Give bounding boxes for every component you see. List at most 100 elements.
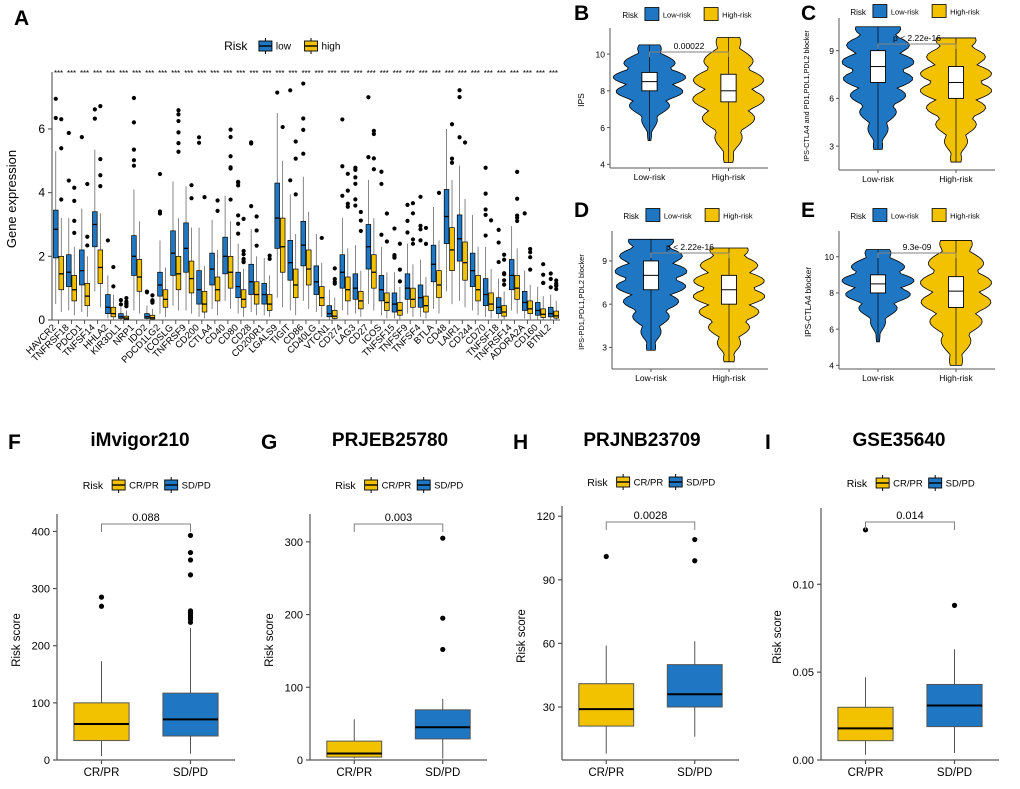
outlier-point bbox=[288, 178, 293, 183]
sig-star: * bbox=[135, 69, 138, 78]
outlier-point bbox=[85, 234, 90, 239]
legend-label: High-risk bbox=[950, 8, 980, 17]
gene-boxpair bbox=[482, 165, 494, 319]
sig-star: * bbox=[354, 69, 357, 78]
outlier-point bbox=[131, 163, 137, 168]
panel-h-label: H bbox=[513, 431, 529, 454]
sig-star: * bbox=[330, 69, 333, 78]
sig-star: * bbox=[236, 69, 239, 78]
outlier-point bbox=[423, 225, 429, 231]
sig-star: * bbox=[161, 69, 164, 78]
x-tick-label: Low-risk bbox=[635, 373, 667, 383]
panel-d-label: D bbox=[574, 199, 590, 222]
outlier-point bbox=[496, 227, 501, 232]
boxplot-cr-pr bbox=[578, 553, 635, 754]
y-tick-label: 300 bbox=[285, 537, 303, 549]
sig-star: * bbox=[409, 69, 412, 78]
y-axis-label: Risk score bbox=[772, 610, 784, 664]
outlier-point bbox=[249, 140, 254, 145]
outlier-point bbox=[340, 193, 345, 198]
outlier-point bbox=[515, 218, 520, 224]
outlier-point bbox=[440, 615, 446, 621]
legend-label: SD/PD bbox=[434, 481, 463, 492]
sig-star: * bbox=[497, 69, 500, 78]
outlier-point bbox=[951, 602, 958, 608]
y-axis-label: Risk score bbox=[11, 613, 23, 667]
sig-star: * bbox=[542, 69, 545, 78]
panel-g-plot: 0 100 200 300 Risk score Risk CR/PR SD/PD CR/PR S… bbox=[264, 477, 487, 779]
outlier-point bbox=[196, 135, 202, 140]
sig-star: * bbox=[291, 69, 294, 78]
outlier-point bbox=[293, 139, 298, 144]
legend-label: Low-risk bbox=[891, 8, 919, 17]
outlier-point bbox=[118, 302, 124, 307]
outlier-point bbox=[228, 154, 233, 159]
sig-star: * bbox=[210, 69, 213, 78]
panel-i: I GSE35640 0.00 0.05 0.10 Risk score Risk CR/… bbox=[759, 410, 1020, 789]
gene-boxpair bbox=[66, 130, 77, 316]
x-tick-label: SD/PD bbox=[173, 767, 208, 779]
legend-key-low-risk bbox=[872, 208, 888, 222]
sig-star: * bbox=[370, 69, 373, 78]
gene-boxpair bbox=[313, 234, 325, 317]
outlier-point bbox=[358, 218, 363, 223]
outlier-point bbox=[301, 127, 306, 132]
legend-key-sd-pd bbox=[164, 477, 179, 493]
gene-boxpair bbox=[508, 169, 520, 314]
y-tick-label: 0.05 bbox=[793, 667, 814, 679]
gene-boxpair bbox=[417, 194, 429, 319]
sig-star: * bbox=[380, 69, 383, 78]
panel-c-label: C bbox=[801, 2, 817, 25]
outlier-point bbox=[254, 214, 259, 219]
outlier-point bbox=[340, 164, 345, 169]
outlier-point bbox=[384, 239, 389, 244]
outlier-point bbox=[345, 204, 350, 209]
sig-star: * bbox=[242, 69, 245, 78]
y-axis-label: Risk score bbox=[264, 613, 276, 667]
violin-low-risk bbox=[612, 44, 687, 141]
panel-i-title: GSE35640 bbox=[852, 430, 946, 451]
sig-star: * bbox=[406, 69, 409, 78]
outlier-point bbox=[98, 157, 103, 162]
outlier-point bbox=[176, 130, 181, 135]
gene-boxpair bbox=[365, 95, 377, 311]
sig-star: * bbox=[373, 69, 376, 78]
sig-star: * bbox=[461, 69, 464, 78]
outlier-point bbox=[187, 572, 194, 578]
outlier-point bbox=[541, 262, 546, 267]
x-tick-label: SD/PD bbox=[425, 767, 460, 779]
outlier-point bbox=[280, 124, 285, 130]
outlier-point bbox=[502, 278, 507, 283]
sig-star: * bbox=[438, 69, 441, 78]
panel-b: B 4 6 8 10 IPS Risk Low-risk High-risk Low-risk H… bbox=[568, 0, 798, 197]
sig-star: * bbox=[301, 69, 304, 78]
sig-star: * bbox=[344, 69, 347, 78]
outlier-point bbox=[98, 594, 105, 600]
outlier-point bbox=[293, 156, 298, 161]
outlier-point bbox=[215, 198, 220, 203]
outlier-point bbox=[98, 173, 103, 178]
outlier-point bbox=[187, 608, 194, 614]
outlier-point bbox=[353, 203, 358, 208]
outlier-point bbox=[241, 252, 246, 257]
legend-label: Low-risk bbox=[891, 212, 919, 221]
outlier-point bbox=[72, 218, 77, 223]
sig-star: * bbox=[516, 69, 519, 78]
y-tick-label: 0.10 bbox=[793, 579, 814, 591]
gene-boxpair bbox=[183, 183, 195, 314]
sig-star: * bbox=[396, 69, 399, 78]
y-tick-label: 30 bbox=[543, 702, 555, 714]
outlier-point bbox=[215, 208, 220, 213]
legend-key-cr-pr bbox=[875, 475, 890, 491]
outlier-point bbox=[436, 190, 442, 195]
panel-h-plot: 30 60 90 120 Risk score Risk CR/PR SD/PD CR/PR SD… bbox=[516, 474, 739, 779]
gene-boxpair bbox=[469, 214, 481, 316]
sig-star: * bbox=[412, 69, 415, 78]
sig-star: * bbox=[125, 69, 128, 78]
sig-star: * bbox=[536, 69, 539, 78]
outlier-point bbox=[397, 267, 403, 272]
outlier-point bbox=[189, 196, 194, 201]
outlier-point bbox=[92, 107, 97, 112]
sig-star: * bbox=[96, 69, 99, 78]
sig-star: * bbox=[145, 69, 148, 78]
